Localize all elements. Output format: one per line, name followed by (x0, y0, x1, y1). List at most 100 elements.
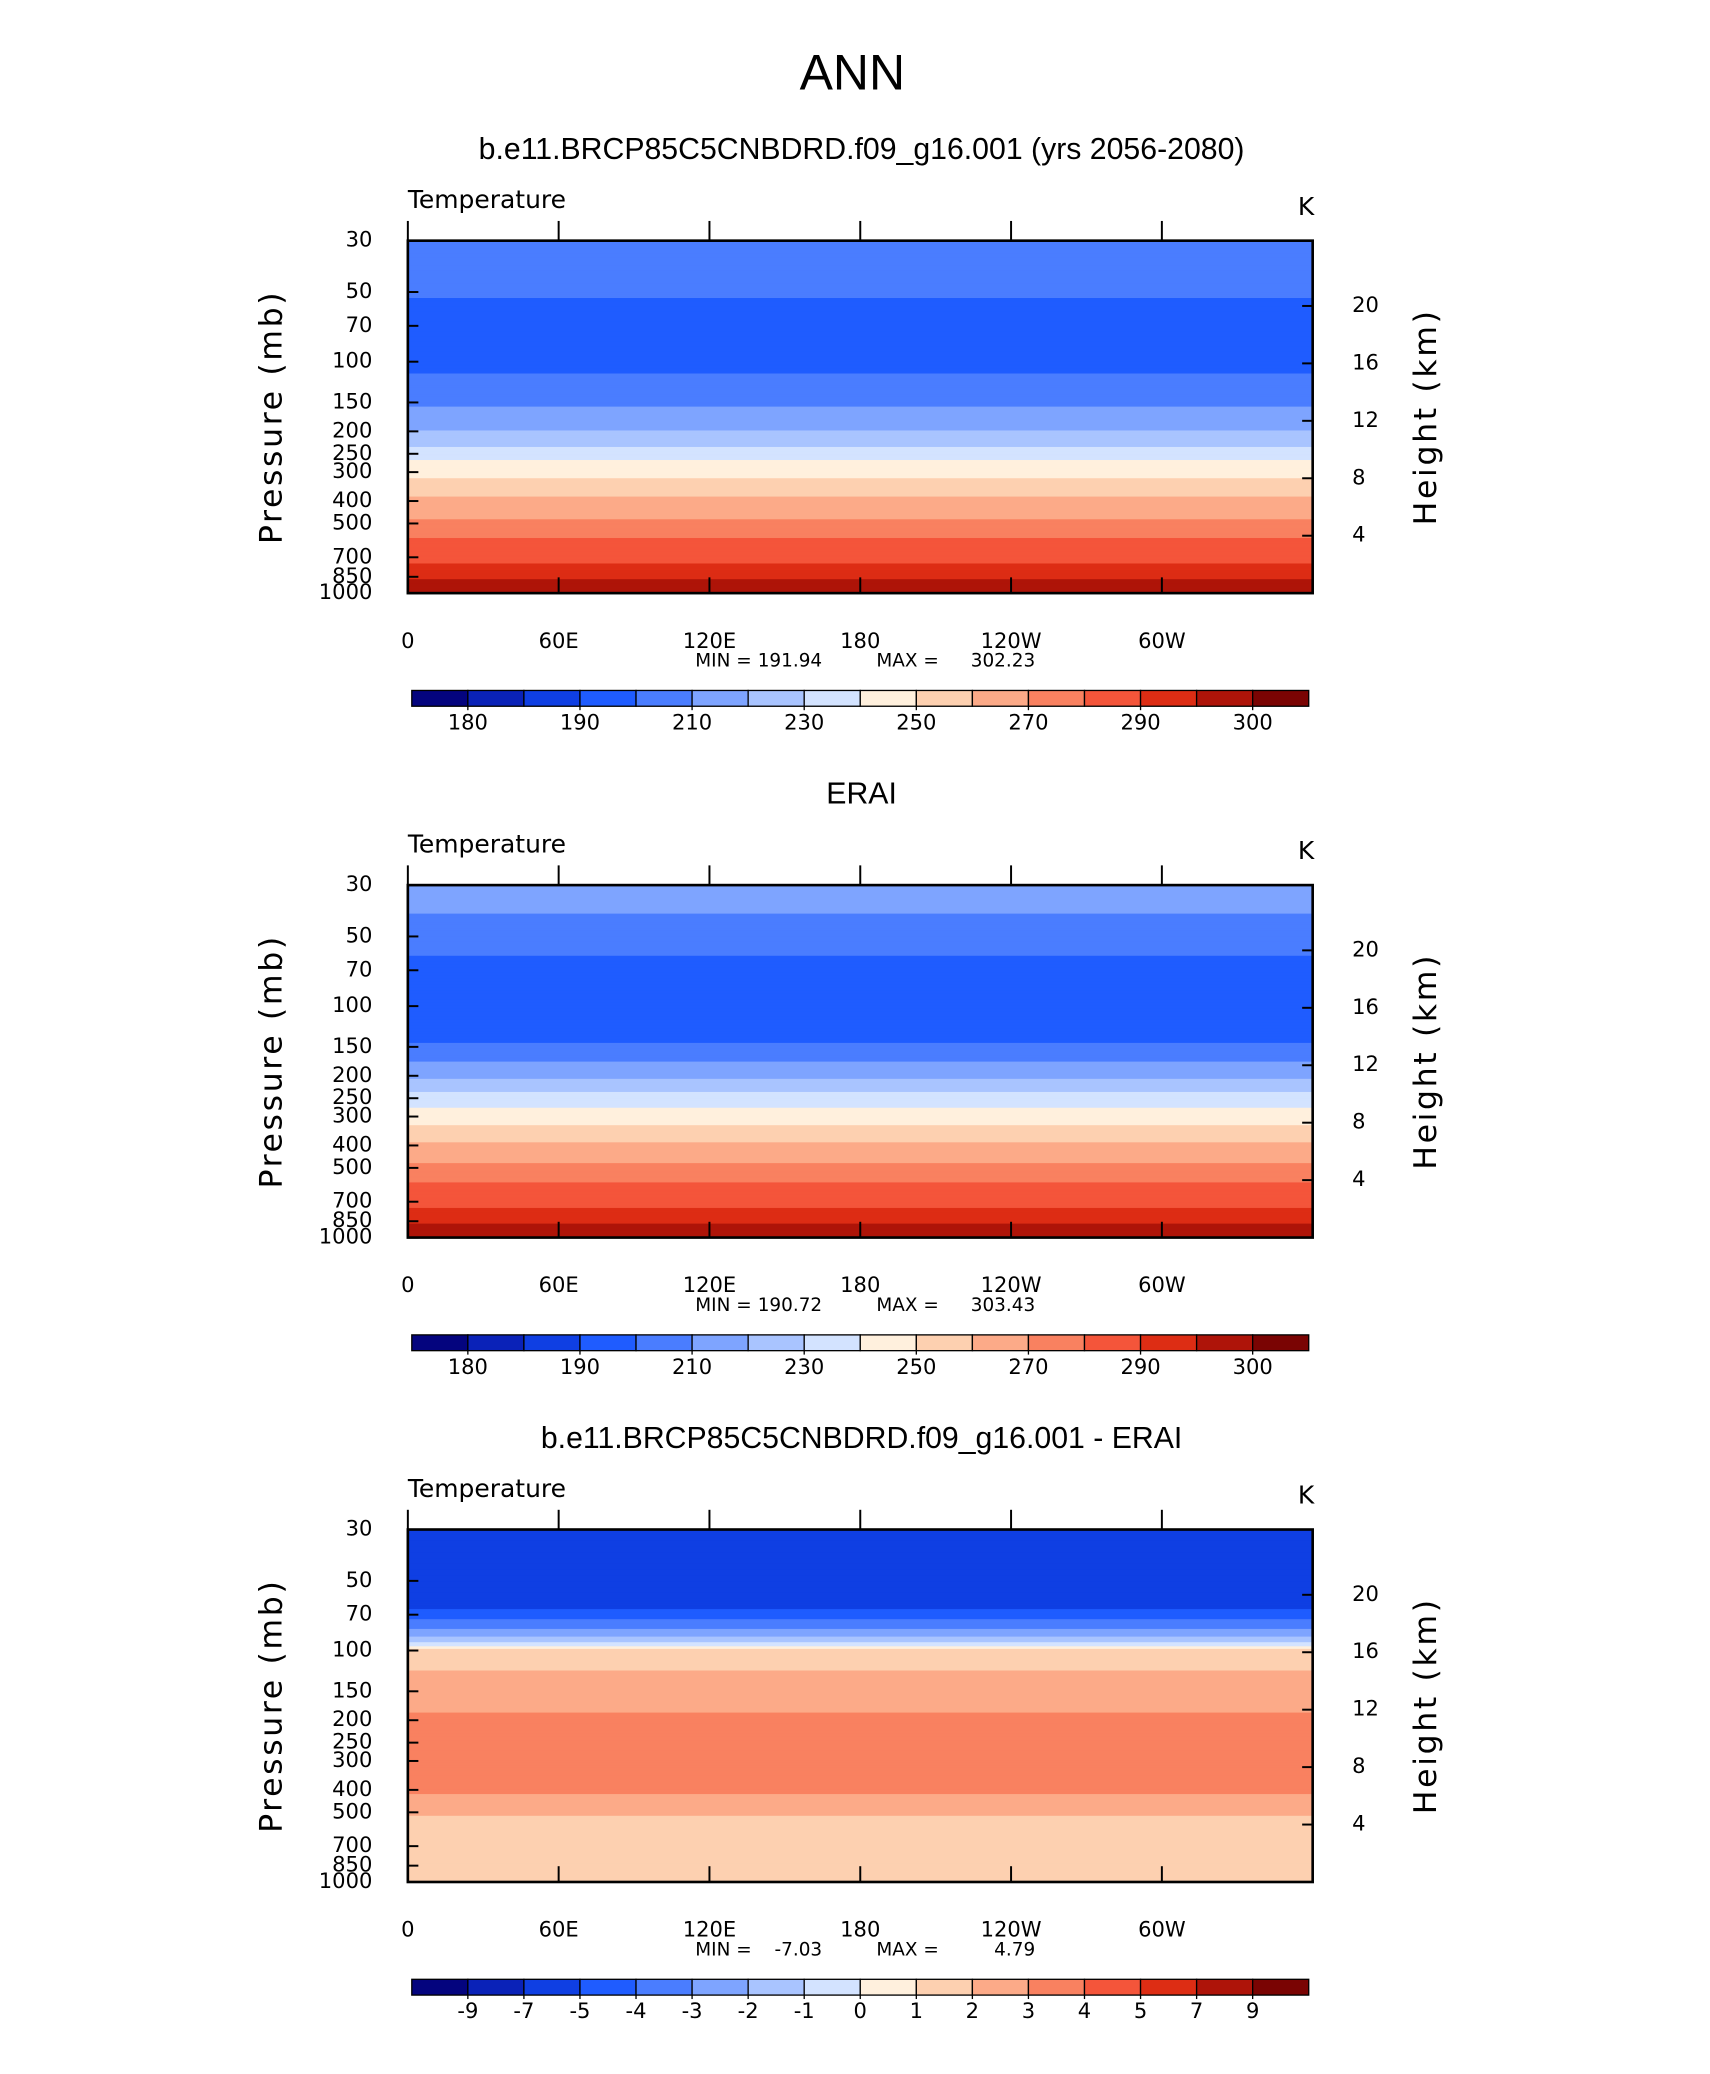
field-band (407, 512, 1313, 516)
field-band (407, 1712, 1313, 1716)
field-band (407, 294, 1313, 297)
field-band (407, 1767, 1313, 1772)
field-band (407, 1120, 1313, 1123)
field-band (407, 567, 1313, 570)
field-band (407, 894, 1313, 898)
field-band (407, 534, 1313, 537)
field-band (407, 291, 1313, 294)
field-band (407, 1807, 1313, 1810)
field-band (407, 1166, 1313, 1169)
colorbar-label: -9 (457, 1998, 478, 2023)
y2-tick-label: 12 (1352, 407, 1379, 432)
field-band (407, 265, 1313, 272)
y-tick-label: 700 (332, 1188, 372, 1213)
field-band (407, 1093, 1313, 1096)
field-band (407, 454, 1313, 457)
field-band (407, 1212, 1313, 1215)
field-band (407, 1636, 1313, 1639)
field-band (407, 1014, 1313, 1018)
y-tick-label: 50 (346, 278, 373, 303)
field-band (407, 570, 1313, 573)
field-band (407, 1110, 1313, 1113)
field-band (407, 1185, 1313, 1188)
field-band (407, 433, 1313, 437)
field-band (407, 1816, 1313, 1819)
field-band (407, 1219, 1313, 1222)
field-band (407, 944, 1313, 949)
field-band (407, 1077, 1313, 1080)
colorbar-box (635, 1978, 693, 1996)
field-band (407, 248, 1313, 254)
field-band (407, 572, 1313, 575)
field-band (407, 1213, 1313, 1216)
field-band (407, 537, 1313, 541)
field-band (407, 1058, 1313, 1061)
field-band (407, 1611, 1313, 1614)
field-band (407, 1098, 1313, 1102)
field-band (407, 1762, 1313, 1767)
field-band (407, 1123, 1313, 1126)
field-band (407, 400, 1313, 403)
x-tick-label: 180 (840, 628, 880, 653)
field-band (407, 573, 1313, 576)
field-band (407, 392, 1313, 396)
field-band (407, 465, 1313, 468)
colorbar-box (1083, 689, 1142, 707)
field-band (407, 511, 1313, 514)
field-band (407, 460, 1313, 463)
field-band (407, 311, 1313, 318)
field-band (407, 1690, 1313, 1695)
field-band (407, 552, 1313, 555)
colorbar-box (1252, 1978, 1310, 1996)
field-band (407, 1673, 1313, 1679)
min-value: 190.72 (758, 1295, 822, 1316)
x-tick-label: 120E (683, 1272, 736, 1297)
field-band (407, 446, 1313, 449)
max-value: 302.23 (971, 651, 1035, 672)
field-band (407, 1710, 1313, 1714)
field-band (407, 1600, 1313, 1603)
field-band (407, 1086, 1313, 1089)
field-band (407, 1209, 1313, 1212)
colorbar-box (915, 1334, 974, 1352)
field-band (407, 1106, 1313, 1109)
field-band (407, 903, 1313, 908)
field-band (407, 505, 1313, 508)
field-band (407, 938, 1313, 943)
y-tick-label: 30 (346, 871, 373, 896)
field-band (407, 1080, 1313, 1083)
field-band (407, 1614, 1313, 1617)
field-band (407, 1715, 1313, 1719)
field-band (407, 1154, 1313, 1157)
x-tick-label: 0 (401, 1917, 414, 1942)
field-band (407, 253, 1313, 259)
field-band (407, 1633, 1313, 1636)
colorbar-label: 210 (672, 1354, 712, 1379)
field-band (407, 1190, 1313, 1193)
colorbar-label: -7 (513, 1998, 534, 2023)
field-band (407, 1529, 1313, 1536)
field-band (407, 1133, 1313, 1136)
field-band (407, 548, 1313, 551)
field-band (407, 547, 1313, 550)
field-band (407, 1191, 1313, 1194)
colorbar-label: -4 (626, 1998, 647, 2023)
field-band (407, 351, 1313, 358)
field-band (407, 1619, 1313, 1622)
max-label: MAX = (876, 651, 938, 672)
field-band (407, 1108, 1313, 1111)
field-band (407, 1130, 1313, 1133)
field-band (407, 1067, 1313, 1070)
field-band (407, 1151, 1313, 1154)
field-band (407, 403, 1313, 406)
field-band (407, 571, 1313, 574)
field-band (407, 261, 1313, 267)
field-band (407, 919, 1313, 922)
field-band (407, 558, 1313, 561)
field-band (407, 1033, 1313, 1038)
colorbar-box (523, 1978, 581, 1996)
colorbar-label: 250 (896, 709, 936, 734)
panel-title: ERAI (826, 778, 897, 811)
field-band (407, 1835, 1313, 1839)
field-band (407, 240, 1313, 246)
